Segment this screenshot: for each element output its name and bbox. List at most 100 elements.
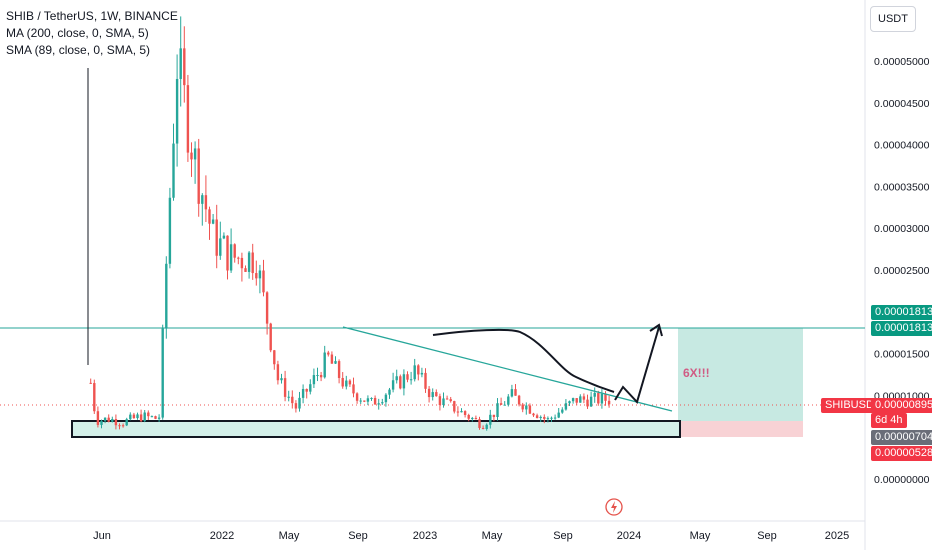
price-tick-label: 0.00003000 <box>874 223 930 235</box>
time-tick-label: May <box>482 530 503 542</box>
candle-body <box>582 396 586 400</box>
price-tick-label: 0.00004000 <box>874 140 930 152</box>
candle-body <box>409 379 413 381</box>
candle-body <box>589 396 593 407</box>
candle-body <box>604 393 607 401</box>
stop-zone <box>678 421 803 437</box>
candle-body <box>334 361 337 364</box>
candle-body <box>607 400 611 405</box>
candle-body <box>463 411 467 415</box>
candle-body <box>431 392 434 398</box>
candle-body <box>352 384 355 394</box>
candle-body <box>283 378 287 397</box>
candle-body <box>481 427 485 429</box>
candle-body <box>510 389 514 397</box>
candle-body <box>575 398 578 403</box>
candle-body <box>197 148 200 204</box>
candle-body <box>301 388 305 398</box>
candle-body <box>316 375 319 377</box>
candle-body <box>312 375 316 385</box>
projection-curve <box>432 328 615 393</box>
candle-body <box>291 396 294 404</box>
time-tick-label: 2022 <box>210 530 234 542</box>
candle-body <box>471 417 474 419</box>
candlestick-series <box>87 16 611 431</box>
symbol-tag: SHIBUSDT <box>821 398 885 413</box>
candle-body <box>323 352 326 378</box>
candle-body <box>568 401 571 404</box>
time-tick-label: Sep <box>348 530 368 542</box>
candle-body <box>521 404 524 410</box>
candle-body <box>586 399 589 407</box>
candle-body <box>251 252 254 274</box>
candle-body <box>373 397 377 405</box>
time-axis[interactable]: Jun 2022 May Sep 2023 May Sep 2024 May Sep 2025 <box>93 530 849 542</box>
candle-body <box>186 85 190 153</box>
candle-body <box>233 244 236 258</box>
candle-body <box>517 395 521 405</box>
candle-body <box>201 195 204 204</box>
candle-body <box>175 78 179 144</box>
candle-body <box>402 374 406 389</box>
candle-body <box>147 412 150 417</box>
entry-price-tag: 0.00000704 <box>871 430 932 445</box>
time-tick-label: Sep <box>553 530 573 542</box>
candle-body <box>121 425 125 427</box>
candle-body <box>298 397 301 409</box>
candle-body <box>154 416 157 419</box>
candle-body <box>211 219 215 224</box>
price-tick-label: 0.00000000 <box>874 474 930 486</box>
currency-selector[interactable]: USDT <box>870 6 916 32</box>
candle-body <box>489 414 492 425</box>
candle-body <box>525 405 528 410</box>
candle-body <box>204 195 208 210</box>
candle-body <box>258 270 262 279</box>
target-price-tag-top: 0.00001813 <box>871 305 932 320</box>
candle-body <box>370 397 373 399</box>
candle-body <box>546 418 550 420</box>
symbol-title[interactable]: SHIB / TetherUS, 1W, BINANCE <box>6 9 178 23</box>
candle-body <box>600 393 604 404</box>
candle-body <box>330 354 334 364</box>
countdown-tag: 6d 4h <box>871 413 907 428</box>
candle-body <box>172 143 175 198</box>
candle-body <box>208 209 211 224</box>
time-tick-label: Jun <box>93 530 111 542</box>
candle-body <box>363 400 366 402</box>
candle-body <box>247 252 251 272</box>
candle-body <box>579 396 582 403</box>
candle-body <box>453 401 456 412</box>
candle-body <box>237 257 240 259</box>
candle-body <box>597 392 600 404</box>
candle-body <box>193 148 197 160</box>
candle-body <box>348 380 352 385</box>
candle-body <box>345 380 348 387</box>
candle-body <box>417 365 420 375</box>
candle-body <box>460 411 463 413</box>
candle-body <box>445 398 449 400</box>
candle-body <box>503 404 506 406</box>
candle-body <box>492 414 496 418</box>
candle-body <box>118 425 121 427</box>
candle-body <box>132 414 136 419</box>
sma-indicator-label[interactable]: SMA (89, close, 0, SMA, 5) <box>6 43 151 57</box>
last-price-tag: 0.00000895 <box>871 398 932 413</box>
candle-body <box>165 263 168 329</box>
candle-body <box>219 238 222 256</box>
ma-indicator-label[interactable]: MA (200, close, 0, SMA, 5) <box>6 26 149 40</box>
candle-body <box>406 374 409 380</box>
candle-body <box>161 328 164 418</box>
support-zone[interactable] <box>71 420 681 438</box>
candle-body <box>438 396 442 405</box>
candle-body <box>456 411 460 413</box>
candle-body <box>377 403 380 405</box>
candle-body <box>150 416 154 418</box>
candle-body <box>190 152 193 160</box>
candle-body <box>222 235 226 239</box>
candle-body <box>539 416 542 419</box>
lightning-icon[interactable] <box>605 498 623 516</box>
candle-body <box>255 273 258 279</box>
candle-body <box>240 257 244 269</box>
candle-body <box>499 403 503 405</box>
